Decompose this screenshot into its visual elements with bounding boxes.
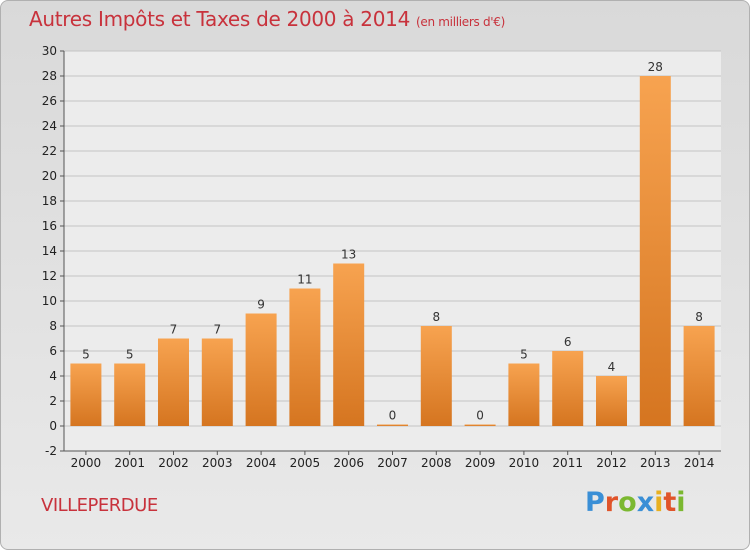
- x-tick-label: 2001: [114, 456, 145, 470]
- x-tick-label: 2007: [377, 456, 408, 470]
- y-tick-label: -2: [45, 444, 57, 458]
- bar: [377, 424, 408, 426]
- bar: [289, 288, 321, 426]
- y-tick-label: 6: [49, 344, 57, 358]
- bar: [420, 326, 452, 426]
- data-label: 7: [170, 323, 178, 337]
- x-tick-label: 2004: [246, 456, 277, 470]
- logo-letter: r: [604, 487, 619, 518]
- bar: [639, 76, 671, 426]
- x-tick-label: 2003: [202, 456, 233, 470]
- bar: [158, 338, 189, 426]
- data-label: 13: [341, 248, 356, 262]
- logo-letter: t: [663, 487, 677, 518]
- x-tick-label: 2002: [158, 456, 189, 470]
- y-tick-label: 12: [42, 269, 57, 283]
- bar: [508, 363, 540, 426]
- data-label: 8: [432, 310, 440, 324]
- y-tick-label: 18: [42, 194, 57, 208]
- data-label: 9: [257, 298, 265, 312]
- x-tick-label: 2000: [71, 456, 102, 470]
- bar: [70, 363, 102, 426]
- title-text: Autres Impôts et Taxes de 2000 à 2014: [29, 7, 410, 31]
- bar: [596, 376, 627, 426]
- logo-letter: i: [676, 487, 686, 518]
- logo-letter: i: [654, 487, 664, 518]
- y-tick-label: 8: [49, 319, 57, 333]
- bar: [552, 351, 584, 426]
- y-tick-label: 14: [42, 244, 57, 258]
- data-label: 0: [476, 409, 484, 423]
- data-label: 5: [126, 348, 134, 362]
- y-tick-label: 0: [49, 419, 57, 433]
- logo-letter: o: [618, 487, 637, 518]
- y-tick-label: 4: [49, 369, 57, 383]
- x-tick-label: 2005: [290, 456, 321, 470]
- y-tick-label: 24: [42, 119, 57, 133]
- data-label: 5: [82, 348, 90, 362]
- chart-title: Autres Impôts et Taxes de 2000 à 2014 (en…: [29, 7, 505, 31]
- data-label: 28: [648, 60, 663, 74]
- x-tick-label: 2008: [421, 456, 452, 470]
- data-label: 0: [389, 409, 397, 423]
- x-tick-label: 2010: [509, 456, 540, 470]
- y-tick-label: 20: [42, 169, 57, 183]
- data-label: 7: [213, 323, 221, 337]
- logo-letter: x: [636, 487, 655, 518]
- y-tick-label: 2: [49, 394, 57, 408]
- y-tick-label: 28: [42, 69, 57, 83]
- x-tick-label: 2014: [684, 456, 715, 470]
- data-label: 8: [695, 310, 703, 324]
- x-tick-label: 2012: [596, 456, 627, 470]
- title-unit: (en milliers d'€): [416, 15, 506, 29]
- y-tick-label: 16: [42, 219, 57, 233]
- y-tick-label: 26: [42, 94, 57, 108]
- data-label: 5: [520, 348, 528, 362]
- x-tick-label: 2013: [640, 456, 671, 470]
- bar: [245, 313, 277, 426]
- proxiti-logo: Proxiti: [585, 487, 686, 518]
- commune-name: VILLEPERDUE: [41, 495, 158, 516]
- x-tick-label: 2009: [465, 456, 496, 470]
- y-tick-label: 22: [42, 144, 57, 158]
- data-label: 4: [608, 360, 616, 374]
- data-label: 6: [564, 335, 572, 349]
- bar: [201, 338, 233, 426]
- data-label: 11: [297, 273, 312, 287]
- y-tick-label: 30: [42, 44, 57, 58]
- bar: [114, 363, 146, 426]
- y-tick-label: 10: [42, 294, 57, 308]
- bar: [683, 326, 715, 426]
- bar: [464, 424, 496, 426]
- bar: [333, 263, 365, 426]
- x-tick-label: 2011: [552, 456, 583, 470]
- x-tick-label: 2006: [333, 456, 364, 470]
- logo-letter: P: [585, 487, 605, 518]
